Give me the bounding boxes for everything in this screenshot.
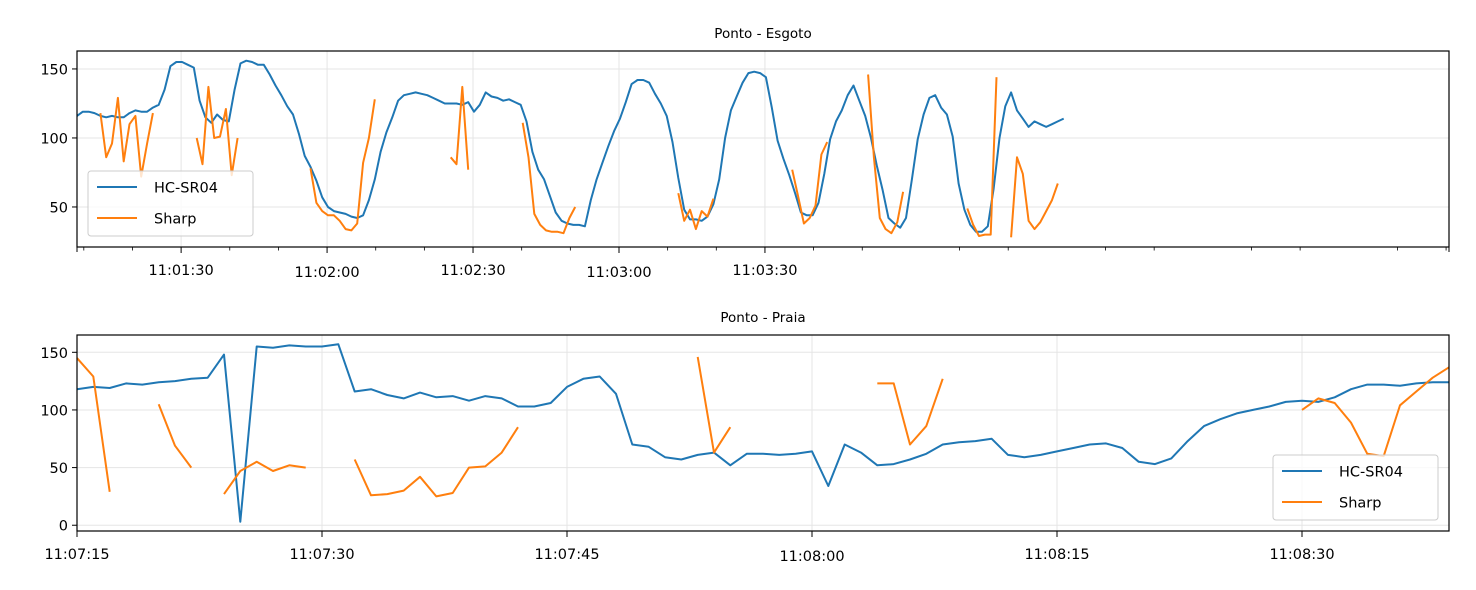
- series-sharp-line: [1010, 156, 1059, 238]
- y-axis: 0 50 100 150: [40, 346, 77, 535]
- x-axis: 11:01:30 11:02:00 11:02:30 11:03:00 11:03:30: [76, 247, 1450, 281]
- y-tick-label: 150: [40, 62, 68, 78]
- series-sharp-line: [309, 99, 376, 232]
- legend-sharp-label: Sharp: [154, 212, 196, 228]
- legend-sharp-label: Sharp: [1339, 496, 1381, 512]
- x-tick-label: 11:03:00: [586, 265, 651, 281]
- x-axis: 11:07:15 11:07:30 11:07:45 11:08:00 11:08:15…: [44, 531, 1335, 565]
- plot-frame: [76, 50, 1450, 248]
- legend-hc-label: HC-SR04: [1339, 465, 1403, 481]
- series-sharp-line: [76, 357, 111, 492]
- x-tick-label: 11:03:30: [732, 263, 797, 279]
- series-hcsr04-line: [76, 343, 1449, 523]
- x-tick-label: 11:01:30: [149, 263, 214, 279]
- series-sharp-line: [696, 356, 732, 454]
- y-axis: 50 100 150: [40, 62, 77, 216]
- chart-title: Ponto - Praia: [720, 310, 805, 326]
- panel-praia: 11:07:15 11:07:30 11:07:45 11:08:00 11:08:15…: [40, 310, 1450, 565]
- legend-hc-label: HC-SR04: [154, 181, 218, 197]
- series-sharp-line: [1301, 366, 1450, 458]
- legend: HC-SR04 Sharp: [1272, 454, 1439, 521]
- legend: HC-SR04 Sharp: [87, 170, 254, 237]
- series-sharp-line: [195, 85, 239, 177]
- series-sharp-line: [966, 77, 998, 237]
- x-tick-label: 11:02:30: [440, 263, 505, 279]
- x-tick-label: 11:08:15: [1024, 547, 1089, 563]
- x-tick-label: 11:07:15: [44, 547, 109, 563]
- series-sharp-line: [521, 122, 577, 235]
- x-tick-label: 11:07:45: [534, 547, 599, 563]
- series-sharp-line: [223, 460, 306, 495]
- grid: [77, 51, 1449, 247]
- series-sharp-line: [449, 85, 470, 170]
- x-tick-label: 11:02:00: [295, 265, 360, 281]
- y-tick-label: 50: [50, 461, 68, 477]
- series-sharp-line: [353, 426, 519, 498]
- y-tick-label: 150: [40, 346, 68, 362]
- chart-title: Ponto - Esgoto: [714, 26, 811, 42]
- series-sharp-line: [791, 141, 829, 225]
- series-hcsr04-line: [76, 59, 1065, 233]
- series-sharp-line: [677, 192, 715, 231]
- series-sharp-line: [877, 378, 944, 446]
- grid: [76, 335, 1449, 531]
- series-sharp-line: [157, 403, 193, 469]
- y-tick-label: 0: [59, 519, 68, 535]
- series-sharp-line: [99, 96, 154, 178]
- series-layer: [76, 59, 1065, 238]
- x-tick-label: 11:07:30: [289, 547, 354, 563]
- panel-esgoto: 11:01:30 11:02:00 11:02:30 11:03:00 11:03:30…: [40, 26, 1450, 281]
- x-tick-label: 11:08:00: [779, 549, 844, 565]
- series-layer: [76, 343, 1450, 523]
- series-sharp-line: [867, 74, 905, 235]
- y-tick-label: 100: [40, 131, 68, 147]
- x-tick-label: 11:08:30: [1269, 547, 1334, 563]
- plot-frame: [76, 334, 1450, 532]
- y-tick-label: 50: [50, 200, 68, 216]
- y-tick-label: 100: [40, 403, 68, 419]
